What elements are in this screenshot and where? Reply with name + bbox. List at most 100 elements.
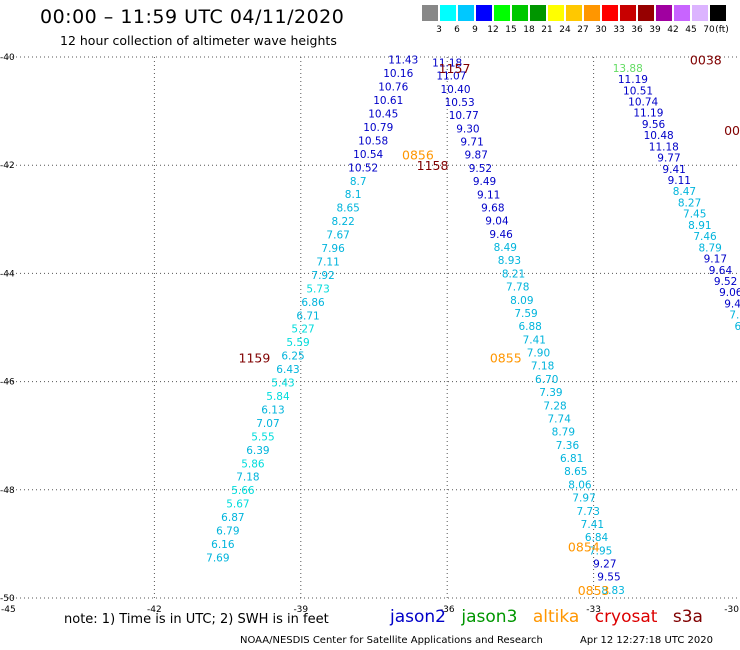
wave-height-point: 8.22 [331, 216, 354, 228]
legend-jason2: jason2 [390, 607, 446, 627]
scale-swatch [710, 5, 726, 21]
wave-height-point: 9.11 [477, 189, 500, 201]
wave-height-point: 6.79 [216, 526, 239, 538]
wave-height-point: 7.67 [326, 230, 349, 242]
scale-swatch [494, 5, 510, 21]
y-tick-label: -50 [0, 594, 15, 604]
y-tick-label: -46 [0, 378, 15, 388]
wave-height-point: 9.45 [724, 298, 740, 310]
x-tick-label: -30 [724, 605, 739, 615]
scale-swatch [584, 5, 600, 21]
wave-height-point: 8.21 [502, 268, 525, 280]
wave-height-point: 7.41 [523, 334, 546, 346]
wave-height-point: 10.51 [623, 85, 653, 97]
wave-height-point: 7.95 [589, 545, 612, 557]
wave-height-point: 9.52 [714, 276, 737, 288]
wave-height-point: 9.55 [597, 572, 620, 584]
wave-height-point: 7.96 [321, 243, 345, 255]
scale-label: 42 [667, 25, 679, 35]
wave-height-point: 8.79 [552, 427, 575, 439]
wave-height-point: 8.09 [510, 295, 533, 307]
legend-jason3: jason3 [461, 607, 518, 627]
wave-height-point: 9.06 [719, 287, 740, 299]
wave-height-point: 8.83 [601, 585, 624, 597]
y-tick-label: -40 [0, 53, 15, 63]
pass-time-label: 0854 [568, 540, 600, 555]
wave-height-point: 8.93 [498, 255, 521, 267]
x-tick-label: -42 [147, 605, 162, 615]
legend-cryosat: cryosat [594, 607, 658, 627]
scale-label: 15 [505, 25, 517, 35]
wave-height-point: 8.27 [678, 197, 701, 209]
wave-height-point: 7.92 [311, 270, 334, 282]
scale-label: 6 [454, 25, 460, 35]
x-tick-label: -45 [1, 605, 16, 615]
wave-height-point: 7.78 [506, 282, 529, 294]
y-tick-label: -42 [0, 161, 15, 171]
wave-height-point: 10.54 [353, 149, 383, 161]
wave-height-point: 9.11 [668, 175, 691, 187]
wave-height-point: 11.19 [618, 74, 648, 86]
wave-height-point: 10.40 [440, 84, 470, 96]
wave-height-point: 6.13 [261, 404, 284, 416]
wave-height-point: 7.39 [539, 387, 562, 399]
wave-height-point: 7.69 [206, 552, 229, 564]
scale-swatch [422, 5, 438, 21]
wave-height-point: 8.06 [568, 479, 592, 491]
wave-height-point: 7.18 [236, 472, 259, 484]
wave-height-point: 7.28 [543, 400, 566, 412]
wave-height-point: 7.41 [581, 519, 604, 531]
scale-swatch [674, 5, 690, 21]
wave-height-point: 5.55 [251, 431, 274, 443]
wave-height-point: 5.73 [306, 283, 329, 295]
wave-height-point: 13.88 [613, 63, 643, 75]
scale-label: 24 [559, 25, 571, 35]
wave-height-point: 9.27 [593, 559, 616, 571]
wave-height-point: 10.58 [358, 135, 388, 147]
wave-height-point: 9.68 [481, 202, 504, 214]
scale-swatch [620, 5, 636, 21]
wave-height-point: 7.73 [577, 506, 600, 518]
wave-height-point: 6.39 [246, 445, 269, 457]
wave-height-point: 6.43 [276, 364, 299, 376]
wave-height-point: 9.41 [662, 164, 685, 176]
chart-title: 00:00 – 11:59 UTC 04/11/2020 [40, 6, 345, 28]
wave-height-point: 5.66 [231, 485, 255, 497]
wave-height-point: 8.91 [688, 220, 711, 232]
wave-height-point: 10.53 [445, 97, 475, 109]
wave-height-point: 11.18 [432, 57, 462, 69]
pass-time-label: 1157 [439, 61, 471, 76]
wave-height-point: 5.84 [266, 391, 290, 403]
wave-height-point: 10.79 [363, 122, 393, 134]
wave-height-point: 6.87 [221, 512, 244, 524]
wave-height-point: 7.18 [531, 361, 554, 373]
legend-s3a: s3a [672, 607, 703, 627]
legend-altika: altika [532, 607, 580, 627]
wave-height-point: 8.7 [350, 176, 367, 188]
scale-unit-label: (ft) [715, 25, 729, 35]
pass-time-label: 1159 [239, 350, 271, 365]
pass-time-label: 0856 [402, 147, 434, 162]
wave-height-point: 11.07 [436, 71, 466, 83]
scale-swatch [566, 5, 582, 21]
footer-timestamp: Apr 12 12:27:18 UTC 2020 [580, 635, 713, 646]
wave-height-point: 9.77 [657, 153, 680, 165]
scale-swatch [602, 5, 618, 21]
x-tick-label: -33 [586, 605, 601, 615]
scale-label: 21 [541, 25, 553, 35]
scale-swatch [530, 5, 546, 21]
pass-time-label: 1158 [417, 158, 449, 173]
scale-label: 45 [685, 25, 697, 35]
wave-height-point: 9.87 [465, 150, 488, 162]
scale-swatch [638, 5, 654, 21]
wave-height-point: 6.70 [535, 374, 558, 386]
wave-height-point: 7.90 [527, 348, 550, 360]
pass-time-label: 0853 [578, 583, 610, 598]
scale-label: 27 [577, 25, 589, 35]
scale-swatch [548, 5, 564, 21]
wave-height-point: 7.73 [729, 310, 740, 322]
chart-subtitle: 12 hour collection of altimeter wave hei… [60, 33, 337, 48]
wave-height-point: 8.65 [564, 466, 587, 478]
scale-label: 9 [472, 25, 478, 35]
